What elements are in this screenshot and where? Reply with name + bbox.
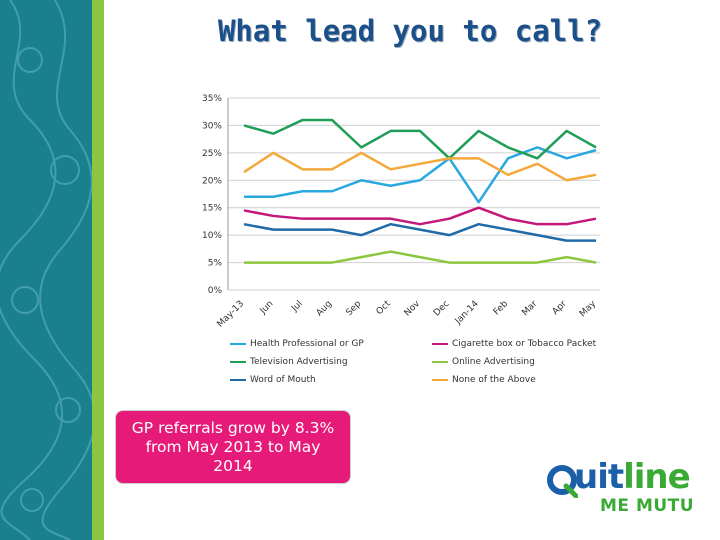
x-tick-label: Sep	[344, 299, 363, 318]
series-line-1	[244, 146, 597, 204]
y-tick-label: 0%	[208, 286, 223, 296]
x-tick-label: Dec	[432, 299, 451, 318]
legend-item: None of the Above	[432, 375, 536, 385]
legend-swatch	[230, 360, 246, 363]
legend-item: Word of Mouth	[230, 375, 316, 385]
line-chart: 0% 5% 10% 15% 20% 25% 30% 35% May-13 Jun Jul Aug Sep…	[202, 94, 600, 330]
slide-title: What lead you to call?	[217, 14, 603, 48]
x-tick-label: May-13	[216, 299, 247, 330]
series-line-3	[243, 118, 597, 160]
logo-wordmark: uitline	[574, 457, 691, 497]
legend-swatch	[432, 378, 448, 381]
series-line-2	[243, 206, 597, 226]
legend-item: Health Professional or GP	[230, 339, 364, 349]
decorative-side-band	[0, 0, 92, 540]
gp-referrals-callout: GP referrals grow by 8.3% from May 2013 …	[115, 410, 351, 484]
series-line-4	[244, 250, 597, 264]
x-tick-label: Apr	[551, 299, 569, 317]
x-tick-label: Mar	[520, 299, 539, 318]
legend-label: Cigarette box or Tobacco Packet	[452, 339, 597, 349]
decorative-side-stripe	[92, 0, 104, 540]
legend-label: Online Advertising	[452, 357, 535, 367]
y-tick-label: 35%	[202, 94, 222, 104]
legend-label: Television Advertising	[250, 357, 348, 367]
x-tick-label: Aug	[315, 299, 335, 319]
legend-swatch	[432, 342, 448, 345]
x-tick-label: Nov	[403, 299, 423, 319]
koru-pattern-icon	[0, 0, 92, 540]
quitline-logo: uitline ME MUTU	[546, 458, 696, 520]
x-tick-label: Jul	[289, 299, 304, 314]
y-tick-label: 25%	[202, 149, 222, 159]
series-line-6	[243, 151, 597, 182]
logo-wordmark-prefix: uit	[574, 457, 624, 497]
legend-swatch	[230, 378, 246, 381]
legend-swatch	[230, 342, 246, 345]
legend-label: Health Professional or GP	[250, 339, 364, 349]
legend-label: Word of Mouth	[250, 375, 316, 385]
x-tick-label: May	[578, 299, 599, 320]
legend-item: Television Advertising	[230, 357, 348, 367]
quitline-q-icon	[547, 465, 578, 498]
y-tick-label: 20%	[202, 176, 222, 186]
y-tick-label: 15%	[202, 204, 222, 214]
x-tick-label: Feb	[492, 299, 511, 318]
series-line-5	[243, 222, 596, 242]
legend-swatch	[432, 360, 448, 363]
x-tick-label: Oct	[375, 299, 393, 317]
y-tick-label: 10%	[202, 231, 222, 241]
legend-item: Cigarette box or Tobacco Packet	[432, 339, 596, 349]
logo-subtitle: ME MUTU	[600, 496, 695, 516]
x-tick-label: Jan-14	[453, 299, 481, 327]
logo-wordmark-suffix: line	[623, 457, 691, 497]
y-tick-label: 5%	[208, 259, 223, 269]
x-tick-label: Jun	[258, 299, 276, 317]
y-tick-label: 30%	[202, 121, 222, 131]
legend-item: Online Advertising	[432, 357, 535, 367]
legend-label: None of the Above	[452, 375, 536, 385]
